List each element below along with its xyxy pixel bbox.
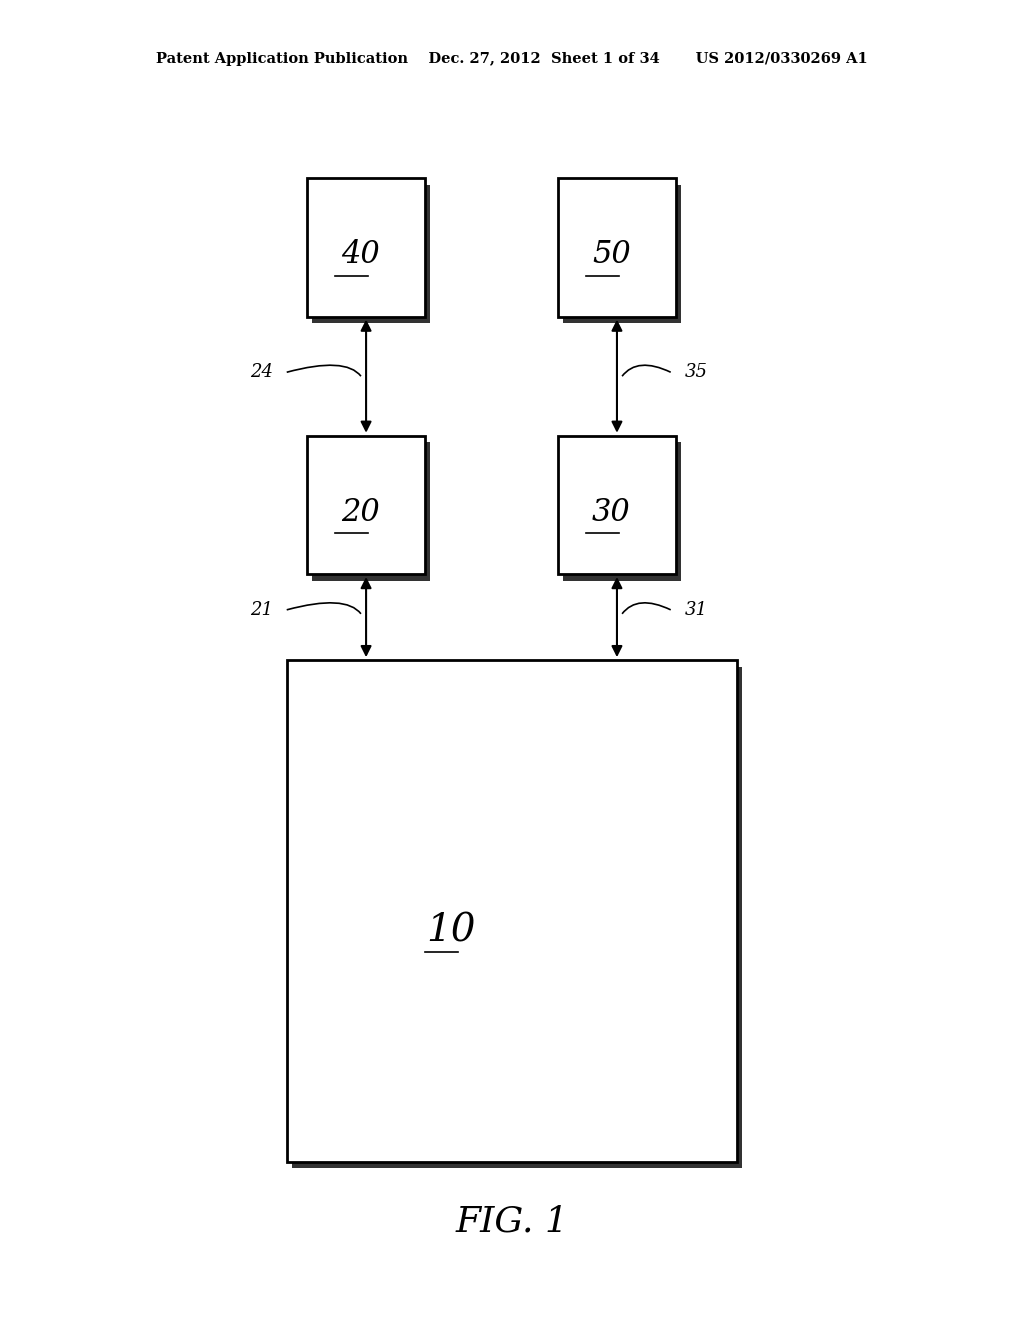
FancyBboxPatch shape — [558, 436, 676, 574]
FancyBboxPatch shape — [307, 436, 425, 574]
Text: 10: 10 — [426, 912, 475, 949]
FancyBboxPatch shape — [307, 178, 425, 317]
Text: 50: 50 — [592, 239, 631, 271]
Text: 40: 40 — [341, 239, 380, 271]
Text: 30: 30 — [592, 496, 631, 528]
Text: 35: 35 — [685, 363, 708, 381]
FancyBboxPatch shape — [292, 667, 742, 1168]
Text: 31: 31 — [685, 601, 708, 619]
FancyBboxPatch shape — [563, 185, 681, 323]
FancyBboxPatch shape — [558, 178, 676, 317]
Text: 21: 21 — [250, 601, 272, 619]
Text: FIG. 1: FIG. 1 — [456, 1204, 568, 1238]
FancyBboxPatch shape — [312, 442, 430, 581]
Text: Patent Application Publication    Dec. 27, 2012  Sheet 1 of 34       US 2012/033: Patent Application Publication Dec. 27, … — [156, 53, 868, 66]
Text: 20: 20 — [341, 496, 380, 528]
Text: 24: 24 — [250, 363, 272, 381]
FancyBboxPatch shape — [287, 660, 737, 1162]
FancyBboxPatch shape — [563, 442, 681, 581]
FancyBboxPatch shape — [312, 185, 430, 323]
